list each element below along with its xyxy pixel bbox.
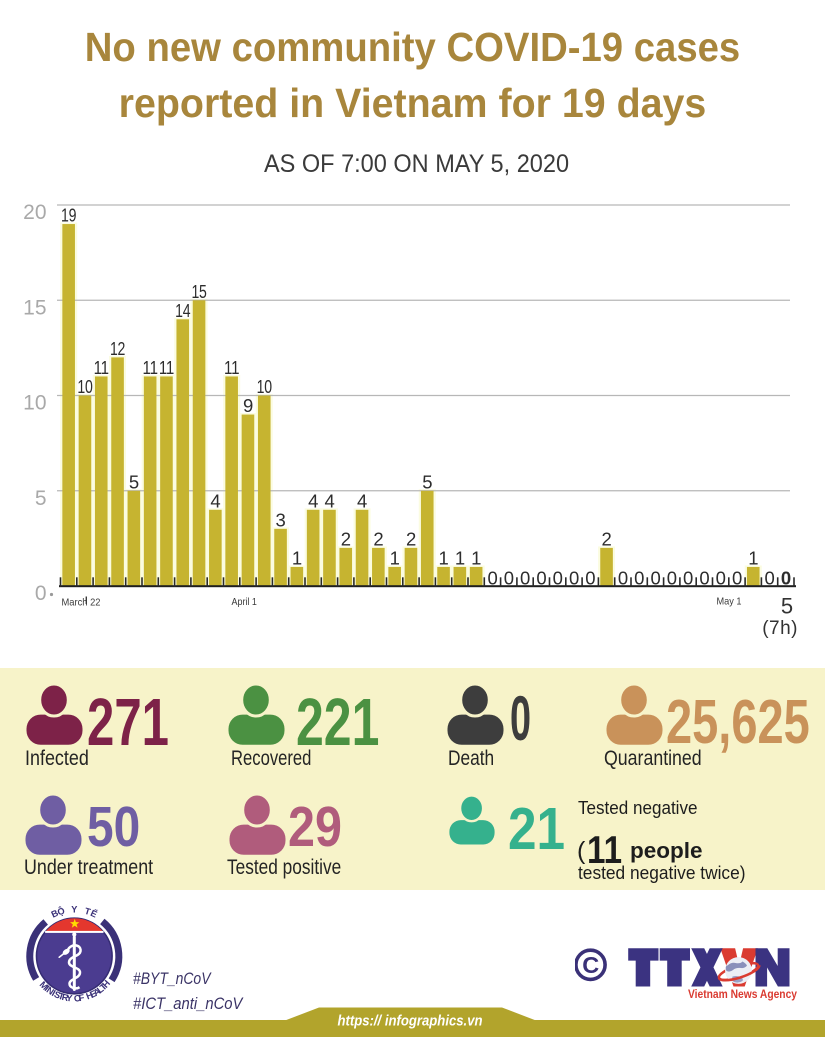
svg-text:0: 0 bbox=[553, 568, 563, 589]
svg-text:0: 0 bbox=[504, 568, 514, 589]
svg-text:4: 4 bbox=[357, 490, 367, 511]
svg-text:H: H bbox=[85, 990, 95, 1002]
svg-text:0: 0 bbox=[765, 568, 775, 589]
svg-text:1: 1 bbox=[455, 547, 465, 568]
svg-text:I: I bbox=[50, 988, 57, 998]
svg-text:12: 12 bbox=[110, 338, 125, 359]
svg-text:11: 11 bbox=[94, 357, 109, 378]
svg-text:Y: Y bbox=[66, 993, 73, 1004]
svg-text:April 1: April 1 bbox=[232, 596, 258, 608]
svg-text:0: 0 bbox=[634, 568, 644, 589]
svg-text:19: 19 bbox=[61, 205, 76, 226]
svg-text:5: 5 bbox=[422, 471, 432, 492]
svg-text:0: 0 bbox=[536, 568, 546, 589]
svg-text:0: 0 bbox=[699, 568, 709, 589]
svg-text:15: 15 bbox=[23, 296, 46, 319]
svg-text:1: 1 bbox=[748, 547, 758, 568]
svg-text:Ộ: Ộ bbox=[56, 905, 66, 918]
svg-text:I: I bbox=[43, 984, 51, 993]
svg-text:Ế: Ế bbox=[89, 908, 99, 920]
svg-text:0: 0 bbox=[667, 568, 677, 589]
svg-text:2: 2 bbox=[602, 528, 612, 549]
svg-text:0: 0 bbox=[716, 568, 726, 589]
svg-text:0: 0 bbox=[35, 582, 47, 605]
svg-text:E: E bbox=[88, 988, 98, 1000]
svg-text:14: 14 bbox=[175, 300, 190, 321]
svg-text:https:// infographics.vn: https:// infographics.vn bbox=[338, 1013, 483, 1030]
svg-text:5: 5 bbox=[781, 593, 793, 618]
svg-text:0: 0 bbox=[487, 568, 497, 589]
svg-text:T: T bbox=[98, 981, 109, 992]
svg-text:2: 2 bbox=[341, 528, 351, 549]
svg-text:10: 10 bbox=[77, 376, 92, 397]
svg-text:4: 4 bbox=[324, 490, 334, 511]
svg-text:May 1: May 1 bbox=[717, 596, 742, 608]
svg-text:10: 10 bbox=[23, 392, 46, 415]
svg-text:H: H bbox=[100, 978, 112, 990]
svg-text:0: 0 bbox=[781, 568, 791, 589]
svg-text:March 22: March 22 bbox=[62, 597, 101, 609]
svg-text:11: 11 bbox=[143, 357, 158, 378]
svg-text:L: L bbox=[95, 984, 106, 996]
svg-text:N: N bbox=[45, 985, 56, 997]
svg-text:0: 0 bbox=[618, 568, 628, 589]
svg-text:C: C bbox=[582, 952, 599, 978]
svg-text:4: 4 bbox=[210, 490, 220, 511]
svg-text:O: O bbox=[74, 993, 82, 1004]
svg-text:0: 0 bbox=[520, 568, 530, 589]
svg-text:T: T bbox=[83, 906, 92, 917]
svg-text:11: 11 bbox=[224, 357, 239, 378]
svg-text:B: B bbox=[50, 908, 61, 920]
svg-text:0: 0 bbox=[650, 568, 660, 589]
svg-text:2: 2 bbox=[373, 528, 383, 549]
svg-text:0: 0 bbox=[732, 568, 742, 589]
svg-text:5: 5 bbox=[129, 471, 139, 492]
svg-text:10: 10 bbox=[257, 376, 272, 397]
svg-text:A: A bbox=[91, 986, 102, 998]
svg-text:0: 0 bbox=[683, 568, 693, 589]
svg-text:T: T bbox=[57, 991, 66, 1002]
svg-text:Y: Y bbox=[71, 905, 77, 915]
svg-text:1: 1 bbox=[471, 547, 481, 568]
svg-text:5: 5 bbox=[35, 487, 47, 510]
svg-text:(7h): (7h) bbox=[762, 618, 798, 639]
svg-text:0: 0 bbox=[569, 568, 579, 589]
svg-text:15: 15 bbox=[191, 281, 206, 302]
svg-text:Vietnam News Agency: Vietnam News Agency bbox=[688, 987, 797, 1001]
svg-text:F: F bbox=[78, 992, 86, 1003]
svg-text:1: 1 bbox=[390, 547, 400, 568]
svg-text:R: R bbox=[61, 992, 70, 1003]
svg-text:2: 2 bbox=[406, 528, 416, 549]
svg-text:3: 3 bbox=[276, 509, 286, 530]
svg-text:S: S bbox=[53, 989, 63, 1001]
svg-text:0: 0 bbox=[585, 568, 595, 589]
svg-text:20: 20 bbox=[23, 201, 46, 224]
svg-text:9: 9 bbox=[243, 395, 253, 416]
svg-text:1: 1 bbox=[292, 547, 302, 568]
svg-text:11: 11 bbox=[159, 357, 174, 378]
svg-text:1: 1 bbox=[439, 547, 449, 568]
svg-text:4: 4 bbox=[308, 490, 318, 511]
